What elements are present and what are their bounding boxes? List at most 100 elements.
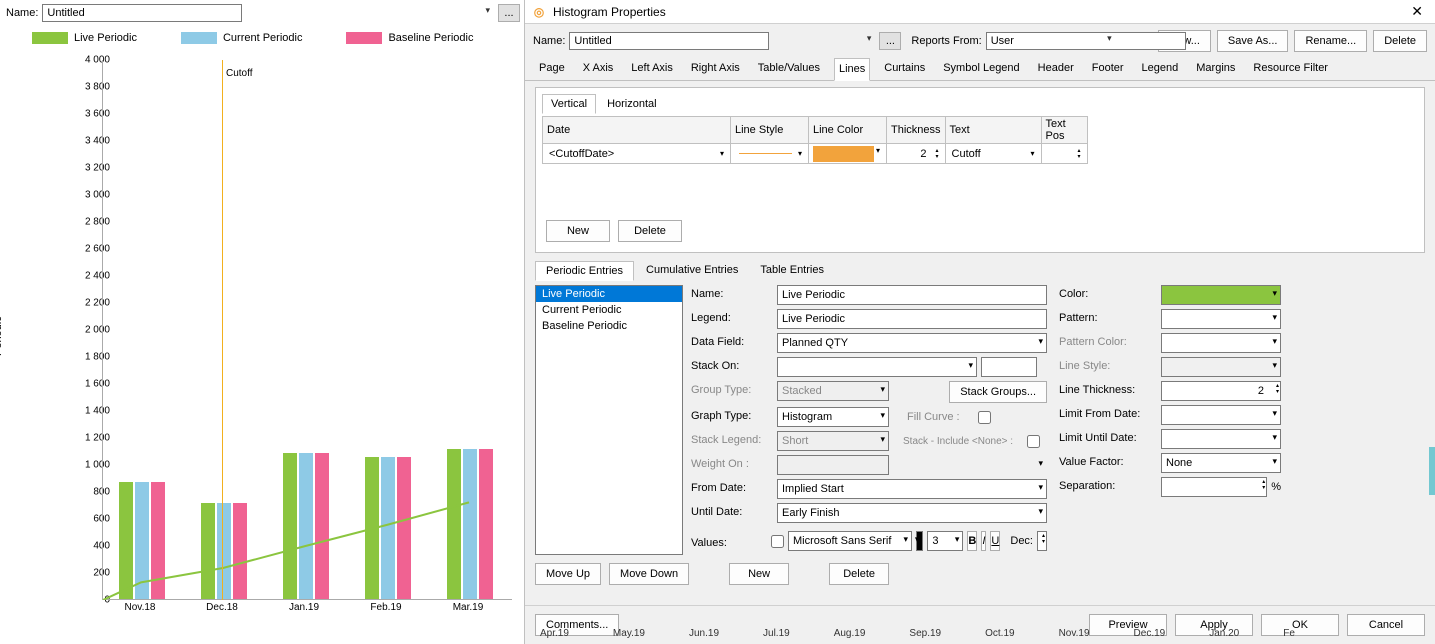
font-select[interactable] — [788, 531, 912, 551]
name-dots-button[interactable]: ... — [498, 4, 520, 22]
move-up-button[interactable]: Move Up — [535, 563, 601, 585]
dlg-name-input[interactable] — [569, 32, 769, 50]
underline-button[interactable]: U — [990, 531, 1000, 551]
grid-header: Date — [543, 117, 731, 144]
field-label: Color: — [1059, 285, 1155, 305]
date-input[interactable] — [547, 146, 718, 162]
fillcurve-checkbox[interactable] — [978, 411, 991, 424]
bar — [217, 503, 231, 599]
legend-label: Live Periodic — [74, 32, 137, 44]
entries-new-button[interactable]: New — [729, 563, 789, 585]
name-select[interactable] — [42, 4, 242, 22]
grid-header: Line Color — [809, 117, 887, 144]
legend-swatch — [346, 32, 382, 44]
dialog-title: Histogram Properties — [553, 5, 666, 19]
thickness-input[interactable] — [891, 146, 941, 162]
x-tick-extended: Dec.19 — [1134, 628, 1166, 639]
subtab-vertical[interactable]: Vertical — [542, 94, 596, 114]
stackinclude-checkbox[interactable] — [1027, 435, 1040, 448]
tab-page[interactable]: Page — [535, 58, 569, 80]
tab-resource-filter[interactable]: Resource Filter — [1249, 58, 1332, 80]
entries-tab-periodic-entries[interactable]: Periodic Entries — [535, 261, 634, 281]
field-label: Stack Legend: — [691, 431, 771, 451]
x-tick: Mar.19 — [453, 602, 484, 613]
values-checkbox[interactable] — [771, 535, 784, 548]
linestyle-cell[interactable] — [731, 144, 809, 164]
bar — [201, 503, 215, 599]
patterncolor-swatch[interactable] — [1161, 333, 1281, 353]
move-down-button[interactable]: Move Down — [609, 563, 689, 585]
valuefactor-select[interactable] — [1161, 453, 1281, 473]
italic-button[interactable]: I — [981, 531, 986, 551]
graphtype-select[interactable] — [777, 407, 889, 427]
x-tick-extended: May.19 — [613, 628, 645, 639]
stackon-select[interactable] — [777, 357, 977, 377]
tab-margins[interactable]: Margins — [1192, 58, 1239, 80]
tab-table-values[interactable]: Table/Values — [754, 58, 824, 80]
x-tick: Nov.18 — [125, 602, 156, 613]
tab-symbol-legend[interactable]: Symbol Legend — [939, 58, 1023, 80]
limitfrom-select[interactable] — [1161, 405, 1281, 425]
bold-button[interactable]: B — [967, 531, 977, 551]
rename--button[interactable]: Rename... — [1294, 30, 1367, 52]
text-input[interactable] — [950, 146, 1029, 162]
fontsize-select[interactable] — [927, 531, 963, 551]
delete-button[interactable]: Delete — [1373, 30, 1427, 52]
reports-from-select[interactable] — [986, 32, 1186, 50]
stacklegend-select[interactable] — [777, 431, 889, 451]
cancel-button[interactable]: Cancel — [1347, 614, 1425, 636]
grouptype-select[interactable] — [777, 381, 889, 401]
list-item[interactable]: Current Periodic — [536, 302, 682, 318]
entry-legend-input[interactable] — [777, 309, 1047, 329]
datafield-select[interactable] — [777, 333, 1047, 353]
lines-new-button[interactable]: New — [546, 220, 610, 242]
legend-swatch — [32, 32, 68, 44]
close-icon[interactable]: ✕ — [1405, 3, 1429, 20]
linestyle-select[interactable] — [1161, 357, 1281, 377]
separation-input[interactable] — [1161, 477, 1267, 497]
stackon-extra[interactable] — [981, 357, 1037, 377]
values-label: Values: — [691, 534, 767, 549]
color-swatch[interactable] — [1161, 285, 1281, 305]
field-label: From Date: — [691, 479, 771, 499]
field-label: Group Type: — [691, 381, 771, 403]
legend-label: Baseline Periodic — [388, 32, 473, 44]
x-tick-extended: Aug.19 — [834, 628, 866, 639]
tab-curtains[interactable]: Curtains — [880, 58, 929, 80]
untildate-select[interactable] — [777, 503, 1047, 523]
tab-lines[interactable]: Lines — [834, 58, 870, 81]
bar — [135, 482, 149, 599]
tab-header[interactable]: Header — [1034, 58, 1078, 80]
line-color-swatch[interactable] — [813, 146, 874, 162]
lines-delete-button[interactable]: Delete — [618, 220, 682, 242]
entries-tab-cumulative-entries[interactable]: Cumulative Entries — [636, 261, 748, 281]
properties-dialog: ◎ Histogram Properties ✕ Name: ... Repor… — [524, 0, 1435, 644]
entries-delete-button[interactable]: Delete — [829, 563, 889, 585]
list-item[interactable]: Live Periodic — [536, 286, 682, 302]
tab-legend[interactable]: Legend — [1138, 58, 1183, 80]
weighton-select[interactable] — [777, 455, 889, 475]
x-tick-extended: Nov.19 — [1059, 628, 1090, 639]
save-as--button[interactable]: Save As... — [1217, 30, 1289, 52]
stackinclude-label: Stack - Include <None> : — [903, 436, 1013, 447]
dlg-name-dots[interactable]: ... — [879, 32, 901, 50]
entry-name-input[interactable] — [777, 285, 1047, 305]
subtab-horizontal[interactable]: Horizontal — [598, 94, 666, 114]
textpos-input[interactable] — [1046, 146, 1083, 162]
limituntil-select[interactable] — [1161, 429, 1281, 449]
tab-x-axis[interactable]: X Axis — [579, 58, 618, 80]
tab-right-axis[interactable]: Right Axis — [687, 58, 744, 80]
tab-footer[interactable]: Footer — [1088, 58, 1128, 80]
linethickness-input[interactable] — [1161, 381, 1281, 401]
dec-input[interactable] — [1037, 531, 1047, 551]
tab-left-axis[interactable]: Left Axis — [627, 58, 677, 80]
chart-legend: Live PeriodicCurrent PeriodicBaseline Pe… — [2, 24, 524, 50]
text-color-swatch[interactable] — [916, 531, 923, 551]
list-item[interactable]: Baseline Periodic — [536, 318, 682, 334]
pattern-swatch[interactable] — [1161, 309, 1281, 329]
stack-groups-button[interactable]: Stack Groups... — [949, 381, 1047, 403]
entries-tab-table-entries[interactable]: Table Entries — [750, 261, 834, 281]
fromdate-select[interactable] — [777, 479, 1047, 499]
field-label: Pattern Color: — [1059, 333, 1155, 353]
entries-listbox[interactable]: Live PeriodicCurrent PeriodicBaseline Pe… — [535, 285, 683, 555]
